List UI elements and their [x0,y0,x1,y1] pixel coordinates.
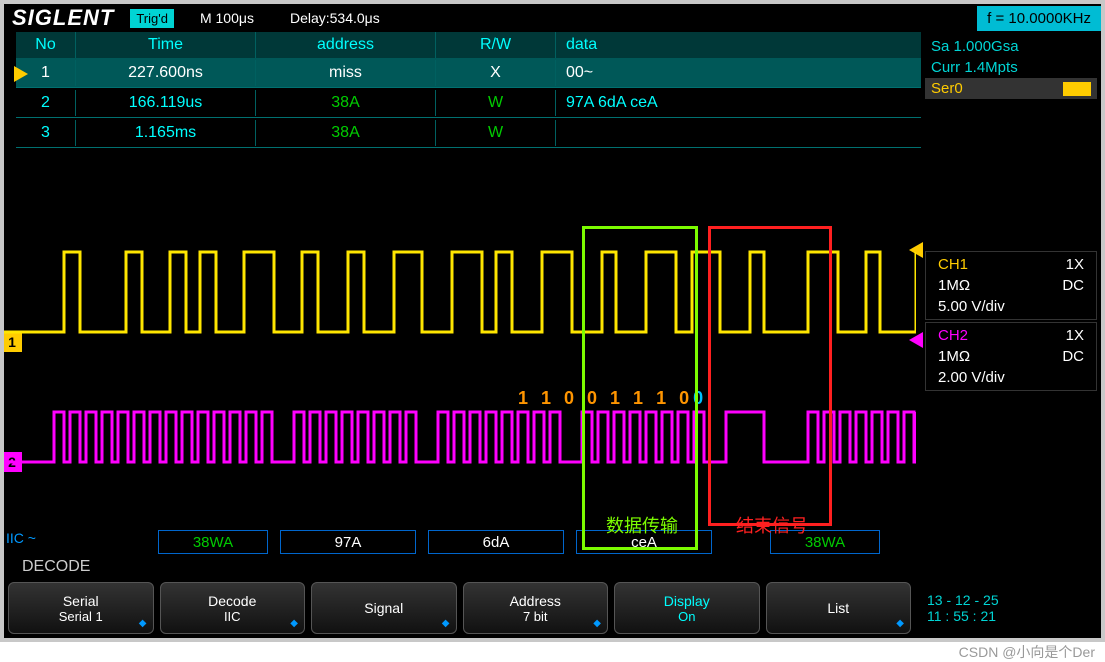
softkey-signal[interactable]: Signal◆ [311,582,457,634]
softkey-menu: SerialSerial 1◆DecodeIIC◆Signal◆Address7… [4,578,1101,638]
oscilloscope-screen: SIGLENT Trig'd M 100μs Delay:534.0μs f =… [0,0,1105,642]
serial0-indicator: Ser0 [925,78,1097,99]
memory-depth: Curr 1.4Mpts [925,57,1097,78]
serial0-swatch-icon [1063,82,1091,96]
softkey-decode[interactable]: DecodeIIC◆ [160,582,306,634]
softkey-serial[interactable]: SerialSerial 1◆ [8,582,154,634]
top-status-bar: SIGLENT Trig'd M 100μs Delay:534.0μs f =… [4,4,1101,32]
brand-logo: SIGLENT [4,5,122,31]
submenu-arrow-icon: ◆ [896,618,904,629]
submenu-arrow-icon: ◆ [290,618,298,629]
col-data: data [556,32,921,58]
sample-rate: Sa 1.000Gsa [925,36,1097,57]
side-panel: Sa 1.000Gsa Curr 1.4Mpts Ser0 CH11X 1MΩD… [921,32,1101,578]
decode-segment: 38WA [158,530,268,554]
stop-phase-box [708,226,832,526]
timebase-readout: M 100μs [200,10,254,26]
watermark-text: CSDN @小向是个Der [0,642,1095,662]
col-rw: R/W [436,32,556,58]
ch1-info-block[interactable]: CH11X 1MΩDC 5.00 V/div [925,251,1097,320]
table-row[interactable]: 1227.600nsmissX00~ [16,58,921,88]
row-marker-icon [14,66,28,82]
data-phase-label: 数据传输 [606,512,678,538]
table-header: No Time address R/W data [16,32,921,58]
submenu-arrow-icon: ◆ [139,618,147,629]
stop-phase-label: 结束信号 [736,512,808,538]
softkey-list[interactable]: List◆ [766,582,912,634]
table-row[interactable]: 31.165ms38AW [16,118,921,148]
frequency-readout: f = 10.0000KHz [977,6,1101,31]
col-no: No [16,32,76,58]
decode-segment: 6dA [428,530,564,554]
waveform-display: No Time address R/W data 1227.600nsmissX… [4,32,921,578]
data-phase-box [582,226,698,550]
softkey-address[interactable]: Address7 bit◆ [463,582,609,634]
trigger-status: Trig'd [130,9,174,28]
softkey-display[interactable]: DisplayOn [614,582,760,634]
ch2-info-block[interactable]: CH21X 1MΩDC 2.00 V/div [925,322,1097,391]
decode-segment: 97A [280,530,416,554]
col-time: Time [76,32,256,58]
col-address: address [256,32,436,58]
datetime-readout: 13 - 12 - 25 11 : 55 : 21 [917,582,1097,634]
submenu-arrow-icon: ◆ [442,618,450,629]
submenu-arrow-icon: ◆ [593,618,601,629]
decode-mode-label: DECODE [22,558,90,576]
delay-readout: Delay:534.0μs [290,10,380,26]
table-row[interactable]: 2166.119us38AW97A 6dA ceA [16,88,921,118]
decode-table: No Time address R/W data 1227.600nsmissX… [16,32,921,148]
